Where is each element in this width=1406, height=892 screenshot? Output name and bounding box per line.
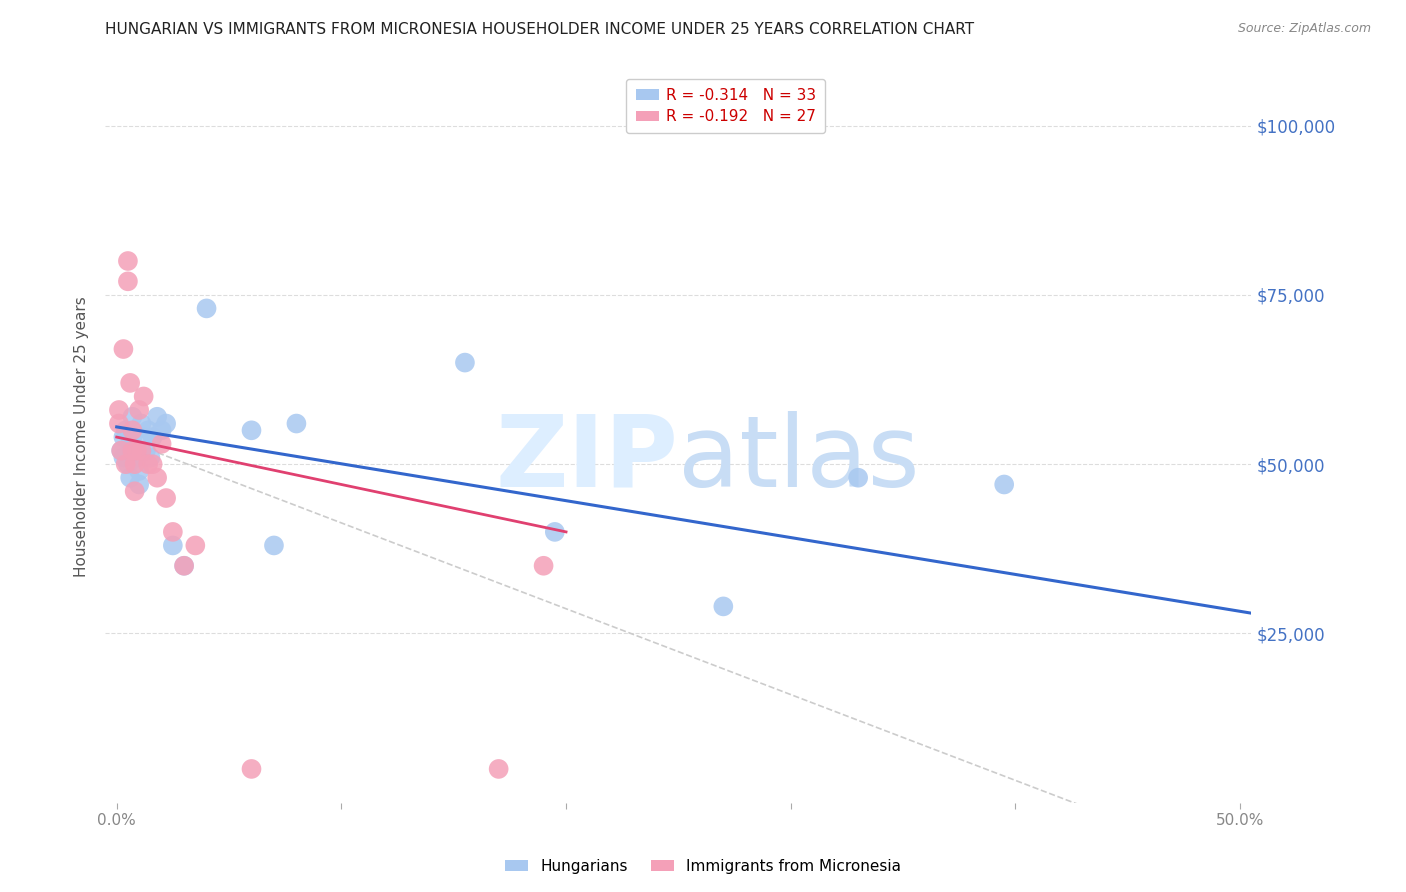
Point — [162, 538, 184, 552]
Point — [112, 450, 135, 465]
Point — [135, 443, 157, 458]
Point — [155, 417, 177, 431]
Point — [142, 457, 165, 471]
Point — [120, 376, 142, 390]
Point — [124, 443, 146, 458]
Point — [993, 477, 1015, 491]
Point — [173, 558, 195, 573]
Point — [112, 342, 135, 356]
Point — [184, 538, 207, 552]
Point — [142, 430, 165, 444]
Point — [117, 254, 139, 268]
Point — [240, 762, 263, 776]
Point — [240, 423, 263, 437]
Point — [454, 355, 477, 369]
Point — [112, 430, 135, 444]
Point — [117, 457, 139, 471]
Point — [263, 538, 285, 552]
Point — [117, 274, 139, 288]
Point — [120, 471, 142, 485]
Point — [533, 558, 555, 573]
Point — [124, 457, 146, 471]
Point — [131, 443, 153, 458]
Point — [146, 409, 169, 424]
Point — [132, 430, 155, 444]
Point — [108, 403, 131, 417]
Point — [150, 423, 173, 437]
Text: HUNGARIAN VS IMMIGRANTS FROM MICRONESIA HOUSEHOLDER INCOME UNDER 25 YEARS CORREL: HUNGARIAN VS IMMIGRANTS FROM MICRONESIA … — [105, 22, 974, 37]
Point — [136, 457, 159, 471]
Text: atlas: atlas — [678, 410, 920, 508]
Point — [128, 464, 150, 478]
Point — [846, 471, 869, 485]
Y-axis label: Householder Income Under 25 years: Householder Income Under 25 years — [75, 297, 90, 577]
Point — [124, 484, 146, 499]
Point — [173, 558, 195, 573]
Legend: Hungarians, Immigrants from Micronesia: Hungarians, Immigrants from Micronesia — [499, 853, 907, 880]
Text: Source: ZipAtlas.com: Source: ZipAtlas.com — [1237, 22, 1371, 36]
Point — [139, 450, 162, 465]
Point — [146, 471, 169, 485]
Point — [155, 491, 177, 505]
Point — [125, 450, 148, 465]
Point — [132, 389, 155, 403]
Legend: R = -0.314   N = 33, R = -0.192   N = 27: R = -0.314 N = 33, R = -0.192 N = 27 — [627, 79, 825, 134]
Point — [110, 443, 132, 458]
Point — [108, 417, 131, 431]
Point — [488, 762, 510, 776]
Point — [131, 417, 153, 431]
Point — [120, 437, 142, 451]
Text: ZIP: ZIP — [495, 410, 678, 508]
Point — [121, 443, 143, 458]
Point — [114, 457, 136, 471]
Point — [162, 524, 184, 539]
Point — [128, 403, 150, 417]
Point — [110, 443, 132, 458]
Point — [136, 423, 159, 437]
Point — [121, 409, 143, 424]
Point — [114, 423, 136, 437]
Point — [711, 599, 734, 614]
Point — [125, 443, 148, 458]
Point — [121, 430, 143, 444]
Point — [195, 301, 218, 316]
Point — [150, 437, 173, 451]
Point — [121, 423, 143, 437]
Point — [128, 477, 150, 491]
Point — [285, 417, 308, 431]
Point — [544, 524, 567, 539]
